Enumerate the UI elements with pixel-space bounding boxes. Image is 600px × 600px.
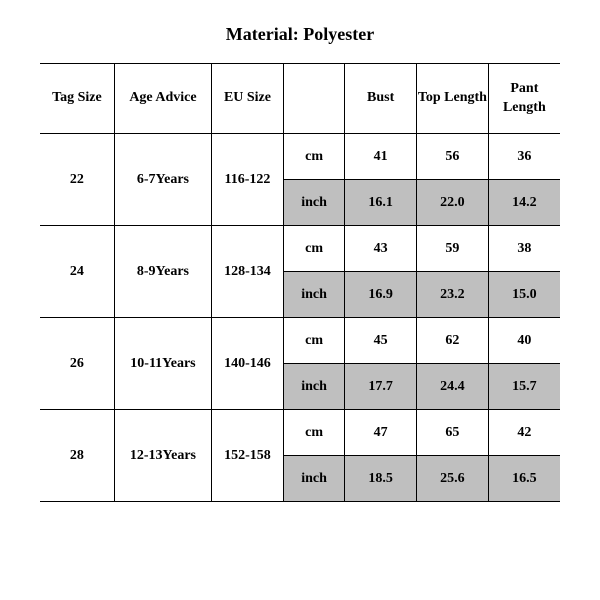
col-header-eu-size: EU Size: [212, 64, 284, 134]
cell-unit-inch: inch: [283, 364, 344, 410]
cell-pant-cm: 36: [488, 134, 560, 180]
cell-unit-cm: cm: [283, 226, 344, 272]
cell-pant-inch: 14.2: [488, 180, 560, 226]
cell-bust-inch: 18.5: [345, 456, 417, 502]
table-row: 28 12-13Years 152-158 cm 47 65 42: [40, 410, 560, 456]
cell-age: 8-9Years: [114, 226, 211, 318]
cell-eu: 152-158: [212, 410, 284, 502]
cell-tag: 26: [40, 318, 114, 410]
cell-eu: 140-146: [212, 318, 284, 410]
cell-top-inch: 24.4: [417, 364, 489, 410]
cell-top-cm: 65: [417, 410, 489, 456]
cell-bust-inch: 16.9: [345, 272, 417, 318]
cell-age: 12-13Years: [114, 410, 211, 502]
table-row: 24 8-9Years 128-134 cm 43 59 38: [40, 226, 560, 272]
size-chart-table: Tag Size Age Advice EU Size Bust Top Len…: [40, 63, 560, 502]
col-header-bust: Bust: [345, 64, 417, 134]
cell-top-cm: 62: [417, 318, 489, 364]
cell-eu: 116-122: [212, 134, 284, 226]
table-body: 22 6-7Years 116-122 cm 41 56 36 inch 16.…: [40, 134, 560, 502]
cell-pant-inch: 15.7: [488, 364, 560, 410]
page-title: Material: Polyester: [0, 0, 600, 63]
cell-age: 10-11Years: [114, 318, 211, 410]
cell-unit-inch: inch: [283, 456, 344, 502]
cell-pant-cm: 40: [488, 318, 560, 364]
cell-pant-cm: 38: [488, 226, 560, 272]
cell-top-cm: 56: [417, 134, 489, 180]
table-row: 26 10-11Years 140-146 cm 45 62 40: [40, 318, 560, 364]
cell-unit-cm: cm: [283, 134, 344, 180]
cell-tag: 22: [40, 134, 114, 226]
cell-eu: 128-134: [212, 226, 284, 318]
col-header-unit: [283, 64, 344, 134]
cell-top-inch: 22.0: [417, 180, 489, 226]
cell-bust-inch: 17.7: [345, 364, 417, 410]
col-header-age-advice: Age Advice: [114, 64, 211, 134]
cell-unit-inch: inch: [283, 272, 344, 318]
cell-tag: 28: [40, 410, 114, 502]
table-row: 22 6-7Years 116-122 cm 41 56 36: [40, 134, 560, 180]
cell-unit-cm: cm: [283, 410, 344, 456]
cell-bust-cm: 47: [345, 410, 417, 456]
col-header-top-length: Top Length: [417, 64, 489, 134]
cell-age: 6-7Years: [114, 134, 211, 226]
cell-bust-cm: 41: [345, 134, 417, 180]
cell-bust-cm: 43: [345, 226, 417, 272]
cell-top-cm: 59: [417, 226, 489, 272]
cell-pant-cm: 42: [488, 410, 560, 456]
cell-tag: 24: [40, 226, 114, 318]
header-row: Tag Size Age Advice EU Size Bust Top Len…: [40, 64, 560, 134]
cell-unit-cm: cm: [283, 318, 344, 364]
cell-pant-inch: 15.0: [488, 272, 560, 318]
cell-unit-inch: inch: [283, 180, 344, 226]
col-header-pant-length: Pant Length: [488, 64, 560, 134]
cell-top-inch: 25.6: [417, 456, 489, 502]
cell-top-inch: 23.2: [417, 272, 489, 318]
cell-bust-cm: 45: [345, 318, 417, 364]
cell-bust-inch: 16.1: [345, 180, 417, 226]
col-header-tag-size: Tag Size: [40, 64, 114, 134]
cell-pant-inch: 16.5: [488, 456, 560, 502]
